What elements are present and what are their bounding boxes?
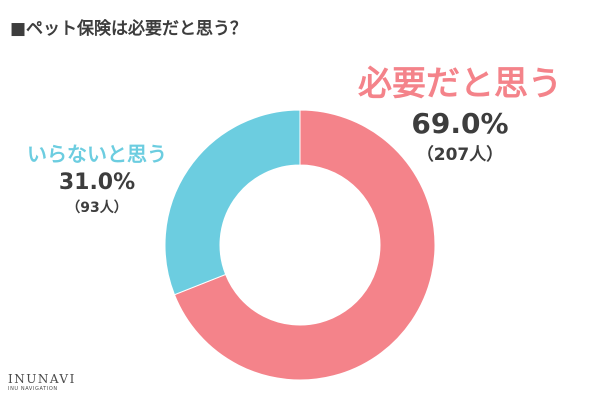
slice-label-no: いらないと思う 31.0% （93人） — [12, 140, 182, 218]
slice-count-label: （207人） — [416, 145, 504, 165]
page-title: ■ペット保険は必要だと思う？ — [10, 19, 248, 39]
donut-slices — [164, 109, 436, 381]
donut-slice-0 — [173, 109, 436, 381]
slice-percent-label: 31.0% — [58, 170, 136, 195]
slice-label-yes: 必要だと思う 69.0% （207人） — [350, 62, 570, 168]
slice-name-label: 必要だと思う — [358, 64, 562, 104]
donut-slice-1 — [164, 109, 301, 296]
logo-tagline: INU NAVIGATION — [8, 386, 58, 392]
slice-name-label: いらないと思う — [27, 142, 167, 166]
slice-percent-label: 69.0% — [411, 107, 509, 140]
brand-logo: INUNAVI INU NAVIGATION — [8, 372, 76, 393]
logo-wordmark: INUNAVI — [8, 372, 76, 386]
slice-count-label: （93人） — [66, 200, 128, 216]
